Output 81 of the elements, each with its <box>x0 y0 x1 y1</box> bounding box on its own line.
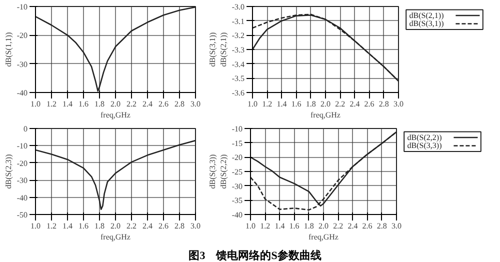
x-tick-label: 1.6 <box>78 100 88 108</box>
x-tick-label: 3.0 <box>392 222 402 230</box>
x-tick-label: 2.4 <box>348 222 358 230</box>
x-tick-label: 3.0 <box>394 100 404 108</box>
y-tick-label: -10 <box>16 142 28 151</box>
x-tick-label: 1.2 <box>46 222 56 230</box>
x-tick-label: 2.2 <box>126 222 136 230</box>
legend-label: dB(S(3,3)) <box>407 141 442 150</box>
x-tick-label: 2.0 <box>110 222 120 230</box>
x-tick-label: 1.0 <box>248 100 258 108</box>
y-tick-label: -15 <box>232 138 243 148</box>
x-axis-title: freq,GHz <box>310 110 341 120</box>
y-tick-label: -3.3 <box>232 46 245 54</box>
y-tick-label: -40 <box>16 193 28 202</box>
y-tick-label: -30 <box>232 182 243 191</box>
y-tick-label: -3.0 <box>232 2 245 12</box>
x-tick-label: 1.8 <box>304 222 314 230</box>
y-tick-label: -40 <box>16 88 28 98</box>
y-tick-label: -40 <box>232 210 243 220</box>
x-tick-label: 1.8 <box>94 100 104 108</box>
y-tick-label: -10 <box>16 2 28 12</box>
x-tick-label: 2.2 <box>335 100 346 108</box>
x-tick-label: 2.4 <box>350 100 360 108</box>
x-tick-label: 1.0 <box>30 100 40 108</box>
x-tick-label: 1.2 <box>262 100 272 108</box>
y-axis-title: dB(S(2,3)) <box>4 154 13 189</box>
x-tick-label: 1.8 <box>306 100 316 108</box>
x-tick-label: 1.4 <box>274 222 285 230</box>
y-tick-label: -3.1 <box>232 16 245 26</box>
x-tick-label: 2.0 <box>110 100 120 108</box>
x-tick-label: 2.0 <box>320 100 330 108</box>
x-tick-label: 3.0 <box>190 100 200 108</box>
y-tick-label: -20 <box>16 31 28 40</box>
x-tick-label: 1.6 <box>289 222 300 230</box>
x-axis-title: freq,GHz <box>100 232 131 242</box>
x-tick-label: 1.2 <box>46 100 56 108</box>
caption: 图3 馈电网络的S参数曲线 <box>188 249 322 262</box>
x-tick-label: 2.8 <box>174 100 184 108</box>
x-tick-label: 2.0 <box>318 222 328 230</box>
x-tick-label: 1.6 <box>291 100 302 108</box>
x-tick-label: 2.2 <box>126 100 136 108</box>
y-tick-label: 0 <box>24 124 28 134</box>
y-tick-label: -3.5 <box>232 74 245 84</box>
legend-label: dB(S(2,2)) <box>407 133 442 142</box>
x-tick-label: 1.4 <box>276 100 287 108</box>
x-tick-label: 1.4 <box>62 100 72 108</box>
y-tick-label: -30 <box>16 176 28 186</box>
y-tick-label: -3.6 <box>232 88 245 98</box>
x-tick-label: 2.8 <box>378 100 389 108</box>
x-tick-label: 3.0 <box>190 222 200 230</box>
x-tick-label: 2.4 <box>142 222 152 230</box>
x-tick-label: 2.6 <box>158 100 168 108</box>
y-tick-label: -10 <box>232 124 243 134</box>
y-tick-label: -35 <box>232 196 243 206</box>
y-tick-label: -20 <box>16 158 28 168</box>
y-axis-title: dB(S(1,1)) <box>4 32 13 67</box>
y-tick-label: -3.2 <box>232 31 245 40</box>
legend-label: dB(S(2,1)) <box>409 11 444 20</box>
x-tick-label: 1.6 <box>78 222 88 230</box>
x-tick-label: 1.2 <box>260 222 270 230</box>
x-tick-label: 2.6 <box>158 222 168 230</box>
x-tick-label: 2.8 <box>174 222 184 230</box>
y-tick-label: -20 <box>232 153 243 162</box>
y-axis-title: dB(S(3,1)) dB(S(2,1)) <box>208 32 228 67</box>
y-tick-label: -50 <box>16 210 28 220</box>
x-tick-label: 1.4 <box>62 222 72 230</box>
y-tick-label: -30 <box>16 60 28 69</box>
x-tick-label: 2.6 <box>362 222 372 230</box>
x-tick-label: 2.4 <box>142 100 152 108</box>
x-axis-title: freq,GHz <box>308 232 339 242</box>
y-tick-label: -25 <box>232 168 243 176</box>
y-axis-title: dB(S(3,3)) dB(S(2,2)) <box>208 154 228 189</box>
x-tick-label: 1.0 <box>30 222 40 230</box>
x-tick-label: 2.8 <box>376 222 387 230</box>
legend-label: dB(S(3,1)) <box>409 19 444 28</box>
x-tick-label: 2.6 <box>364 100 374 108</box>
x-tick-label: 1.0 <box>246 222 256 230</box>
x-axis-title: freq,GHz <box>100 110 131 120</box>
y-tick-label: -3.4 <box>232 60 245 69</box>
x-tick-label: 2.2 <box>333 222 344 230</box>
x-tick-label: 1.8 <box>94 222 104 230</box>
